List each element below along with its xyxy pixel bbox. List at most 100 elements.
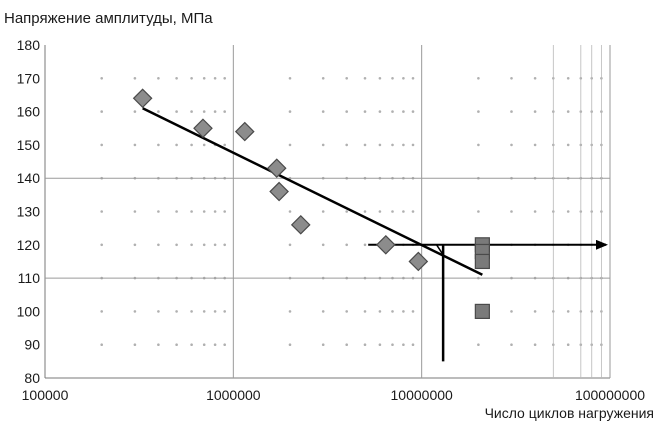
grid-dot [157,77,160,80]
square-point [474,303,490,319]
grid-dot [190,77,193,80]
grid-dot [133,143,137,147]
grid-dot [190,343,193,347]
grid-dot [321,310,325,313]
grid-dot [202,143,206,147]
grid-dot [213,210,217,213]
grid-dot [566,143,570,147]
grid-dot [175,243,178,247]
grid-dot [133,243,137,247]
grid-dot [402,143,405,147]
grid-dot [402,210,405,213]
grid-dot [202,310,206,313]
grid-dot [175,210,178,213]
grid-dot [510,143,513,147]
grid-dot [223,110,226,113]
grid-dot [223,77,226,80]
grid-dot [391,310,394,313]
chart-title: Напряжение амплитуды, МПа [4,10,213,27]
y-tick-label: 170 [17,70,41,86]
y-tick-label: 140 [17,170,41,186]
connector-line [435,244,444,256]
grid-dot [133,210,137,213]
grid-dot [378,110,382,113]
grid-dot [223,210,226,213]
grid-dot [345,77,349,80]
annotation-lines [142,107,608,362]
grid-dot [100,243,103,247]
grid-dot [157,343,160,347]
grid-dot [345,110,349,113]
grid-dot [190,210,193,213]
grid-dot [288,143,292,147]
grid-dot [288,210,292,213]
grid-dot [321,77,325,80]
grid [44,45,611,379]
grid-dot [190,143,193,147]
grid-dot [213,243,217,247]
y-tick-labels: 80 90 100 110 120 130 140 150 160 170 180 [17,37,41,386]
data-points [132,88,490,319]
grid-dot [378,343,382,347]
grid-dot [157,210,160,213]
grid-dot [100,343,103,347]
grid-dot [533,210,537,213]
grid-dot [223,143,226,147]
grid-dot [345,310,349,313]
grid-dot [477,210,480,213]
grid-dot [133,77,137,80]
grid-dot [411,343,415,347]
grid-dot [175,310,178,313]
grid-dot [157,143,160,147]
grid-dot [411,143,415,147]
grid-dot [402,110,405,113]
grid-dot [391,77,394,80]
fit-line [142,107,483,276]
grid-dot [213,77,217,80]
grid-dot [100,310,103,313]
x-tick-label: 10000000 [391,387,454,403]
square-point [474,253,490,270]
grid-dot [175,77,178,80]
grid-dot [223,243,226,247]
y-tick-label: 90 [24,337,40,353]
grid-dot [411,310,415,313]
grid-dot [190,310,193,313]
diamond-point [408,251,429,272]
x-tick-labels: 100000 1000000 10000000 100000000 [22,387,646,403]
grid-dot [100,77,103,80]
grid-dot [510,110,513,113]
grid-dot [391,210,394,213]
grid-dot [321,243,325,247]
grid-dot [363,143,367,147]
grid-dot [175,343,178,347]
diamond-point [269,181,289,202]
grid-dot [190,243,193,247]
grid-dot [477,343,480,347]
grid-dot [213,343,217,347]
grid-dot [213,310,217,313]
grid-dot [402,343,405,347]
grid-dot [378,310,382,313]
grid-dot [566,310,570,313]
y-tick-label: 130 [17,204,41,220]
y-tick-label: 80 [24,370,40,386]
grid-dot [100,110,103,113]
grid-dot [477,77,480,80]
grid-dot [411,77,415,80]
grid-dot [533,110,537,113]
grid-dot [477,143,480,147]
grid-dot [321,343,325,347]
grid-dot [321,210,325,213]
grid-dot [363,110,367,113]
diamond-point [234,121,255,142]
grid-dot [402,310,405,313]
y-tick-label: 100 [17,303,41,319]
grid-dot [345,343,349,347]
diamond-point [266,158,287,179]
grid-dot [411,210,415,213]
x-tick-label: 100000000 [575,387,645,403]
grid-dot [345,243,349,247]
diamond-point [375,234,396,255]
